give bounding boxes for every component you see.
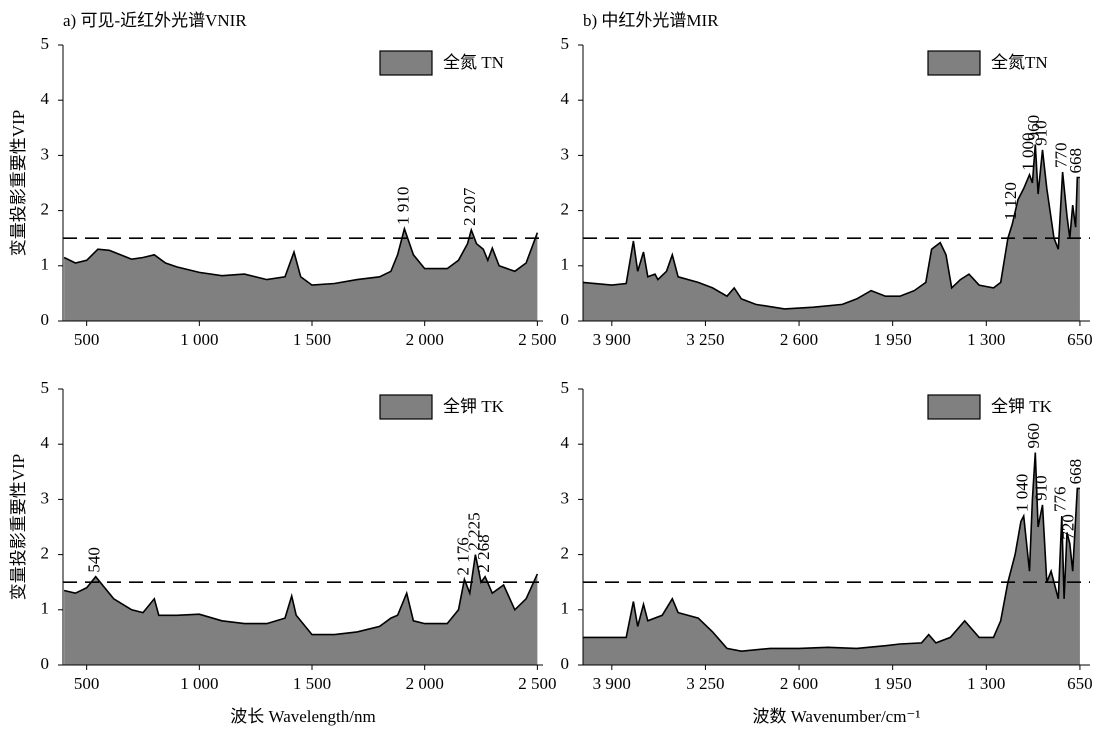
y-tick-label: 3 — [41, 144, 50, 163]
x-tick-label: 1 000 — [180, 674, 218, 693]
legend-label: 全钾 TK — [991, 397, 1053, 416]
y-tick-label: 2 — [41, 544, 50, 563]
area-fill — [64, 554, 538, 665]
y-axis-label: 变量投影重要性VIP — [9, 454, 28, 600]
area-fill — [64, 228, 538, 321]
y-tick-label: 5 — [561, 34, 570, 53]
y-tick-label: 0 — [41, 310, 50, 329]
x-tick-label: 650 — [1067, 674, 1093, 693]
y-tick-label: 0 — [561, 654, 570, 673]
y-tick-label: 4 — [41, 89, 50, 108]
y-tick-label: 4 — [561, 433, 570, 452]
x-tick-label: 2 500 — [518, 674, 556, 693]
x-tick-label: 1 300 — [967, 674, 1005, 693]
y-tick-label: 4 — [561, 89, 570, 108]
y-tick-label: 1 — [561, 599, 570, 618]
panel: 0 1 2 3 4 5 3 900 3 250 2 600 1 950 1 300 650 1 120 1… — [561, 11, 1093, 349]
legend-swatch — [927, 394, 981, 420]
y-tick-label: 1 — [41, 599, 50, 618]
peak-label: 960 — [1024, 115, 1043, 141]
y-tick-label: 2 — [561, 544, 570, 563]
x-tick-label: 1 500 — [293, 330, 331, 349]
x-tick-label: 1 000 — [180, 330, 218, 349]
peak-label: 2 225 — [464, 512, 483, 550]
y-axis-label: 变量投影重要性VIP — [9, 110, 28, 256]
x-tick-label: 3 900 — [593, 330, 631, 349]
x-tick-label: 2 600 — [780, 674, 818, 693]
y-tick-label: 3 — [41, 488, 50, 507]
panel-title: a) 可见-近红外光谱VNIR — [63, 11, 247, 30]
area-fill — [583, 452, 1080, 665]
area-line — [582, 144, 1080, 310]
legend-swatch — [927, 50, 981, 76]
peak-label: 2 176 — [453, 537, 472, 575]
y-tick-label: 0 — [41, 654, 50, 673]
x-tick-label: 2 000 — [406, 330, 444, 349]
peak-label: 2 268 — [474, 534, 493, 572]
y-tick-label: 0 — [561, 310, 570, 329]
x-tick-label: 2 000 — [406, 674, 444, 693]
area-line — [583, 452, 1080, 653]
peak-label: 668 — [1066, 459, 1085, 485]
x-tick-label: 2 500 — [518, 330, 556, 349]
panel: 0 1 2 3 4 5 500 1 000 1 500 2 000 2 500 1 910 2 207 全… — [9, 11, 557, 349]
peak-label: 1 910 — [393, 187, 412, 225]
peak-label: 960 — [1024, 423, 1043, 449]
legend-label: 全钾 TK — [443, 397, 505, 416]
x-tick-label: 3 250 — [686, 674, 724, 693]
legend-label: 全氮 TN — [443, 53, 504, 72]
peak-label: 1 120 — [1001, 182, 1020, 220]
x-tick-label: 500 — [74, 330, 100, 349]
y-tick-label: 5 — [561, 378, 570, 397]
x-tick-label: 500 — [74, 674, 100, 693]
area-fill — [583, 144, 1080, 321]
peak-label: 720 — [1059, 514, 1078, 540]
peak-label: 910 — [1031, 120, 1050, 146]
x-tick-label: 3 900 — [593, 674, 631, 693]
y-tick-label: 4 — [41, 433, 50, 452]
y-tick-label: 2 — [41, 200, 50, 219]
y-tick-label: 5 — [41, 378, 50, 397]
area-line — [63, 554, 539, 636]
y-tick-label: 5 — [41, 34, 50, 53]
peak-label: 910 — [1031, 475, 1050, 501]
x-tick-label: 2 600 — [780, 330, 818, 349]
legend-label: 全氮TN — [991, 53, 1048, 72]
x-tick-label: 1 950 — [874, 674, 912, 693]
y-tick-label: 3 — [561, 144, 570, 163]
x-tick-label: 1 950 — [874, 330, 912, 349]
area-line — [63, 226, 539, 286]
legend-swatch — [379, 394, 433, 420]
y-tick-label: 2 — [561, 200, 570, 219]
peak-label: 2 207 — [460, 187, 479, 226]
x-tick-label: 3 250 — [686, 330, 724, 349]
peak-label: 770 — [1052, 142, 1071, 168]
x-tick-label: 1 500 — [293, 674, 331, 693]
legend-swatch — [379, 50, 433, 76]
peak-label: 1 000 — [1018, 132, 1037, 170]
peak-label: 776 — [1051, 486, 1070, 512]
x-tick-label: 1 300 — [967, 330, 1005, 349]
panel-title: b) 中红外光谱MIR — [583, 11, 719, 30]
peak-label: 1 040 — [1013, 474, 1032, 512]
x-tick-label: 650 — [1067, 330, 1093, 349]
y-tick-label: 1 — [561, 255, 570, 274]
x-axis-label: 波长 Wavelength/nm — [230, 707, 375, 726]
peak-label: 540 — [85, 547, 104, 573]
y-tick-label: 1 — [41, 255, 50, 274]
y-tick-label: 3 — [561, 488, 570, 507]
peak-label: 668 — [1066, 148, 1085, 174]
x-axis-label: 波数 Wavenumber/cm⁻¹ — [752, 707, 920, 726]
